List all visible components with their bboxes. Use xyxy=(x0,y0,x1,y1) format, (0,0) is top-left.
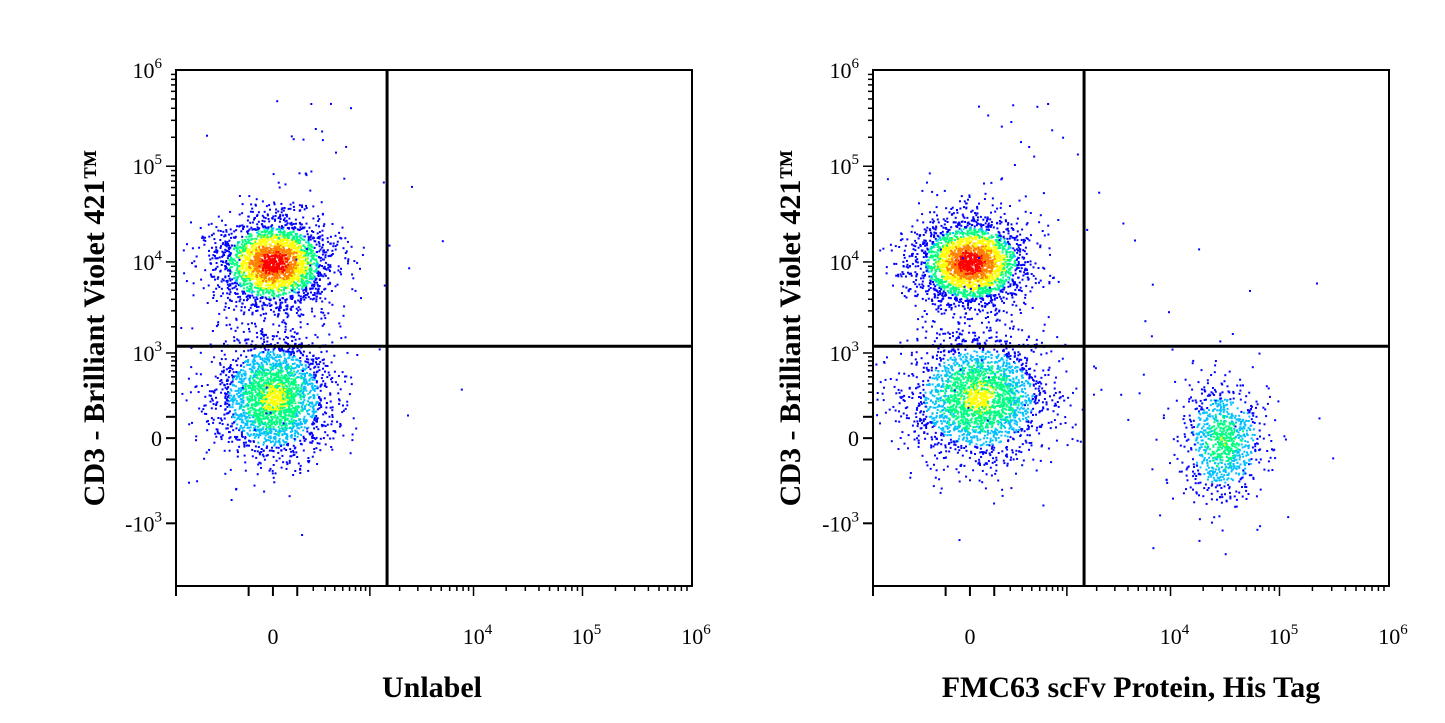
y-tick-label: 0 xyxy=(151,426,162,451)
y-tick-label: 103 xyxy=(133,339,163,366)
y-tick-label: 104 xyxy=(133,248,163,275)
x-axis-ticks xyxy=(175,586,688,596)
y-tick-label: 104 xyxy=(830,248,860,275)
x-axis-title: Unlabel xyxy=(382,671,482,704)
x-tick-label: 106 xyxy=(1378,622,1408,649)
x-tick-label: 105 xyxy=(572,622,602,649)
event-dots xyxy=(875,103,1335,556)
dot-plot-unlabel: 106 105 104 103 0 -103 0 104 105 106 Unlabel CD3… xyxy=(78,56,711,704)
x-tick-label: 105 xyxy=(1269,622,1299,649)
x-tick-label: 104 xyxy=(1160,622,1190,649)
y-tick-label: -103 xyxy=(125,509,162,536)
y-tick-label: 106 xyxy=(830,56,860,83)
plot-frame xyxy=(872,69,1390,587)
y-tick-label: 105 xyxy=(830,152,860,179)
y-axis-tick-labels: 106 105 104 103 0 -103 xyxy=(125,56,162,536)
x-tick-label: 104 xyxy=(463,622,493,649)
event-dots xyxy=(180,100,463,536)
y-tick-label: 106 xyxy=(133,56,163,83)
y-axis-tick-labels: 106 105 104 103 0 -103 xyxy=(822,56,859,536)
y-tick-label: -103 xyxy=(822,509,859,536)
dot-plot-fmc63: 106 105 104 103 0 -103 0 104 105 106 FMC63 scFv … xyxy=(774,56,1408,704)
y-axis-title: CD3 - Brilliant Violet 421™ xyxy=(78,150,111,507)
plot-frame xyxy=(175,69,693,587)
x-axis-ticks xyxy=(872,586,1385,596)
y-tick-label: 105 xyxy=(133,152,163,179)
x-tick-label: 106 xyxy=(681,622,711,649)
y-tick-label: 103 xyxy=(830,339,860,366)
y-axis-ticks xyxy=(863,73,873,525)
x-axis-title: FMC63 scFv Protein, His Tag xyxy=(942,671,1321,704)
y-axis-ticks xyxy=(166,73,176,525)
x-tick-label: 0 xyxy=(964,624,975,649)
y-axis-title: CD3 - Brilliant Violet 421™ xyxy=(774,150,807,507)
x-axis-tick-labels: 0 104 105 106 xyxy=(267,622,711,649)
y-tick-label: 0 xyxy=(848,426,859,451)
x-axis-tick-labels: 0 104 105 106 xyxy=(964,622,1408,649)
x-tick-label: 0 xyxy=(267,624,278,649)
